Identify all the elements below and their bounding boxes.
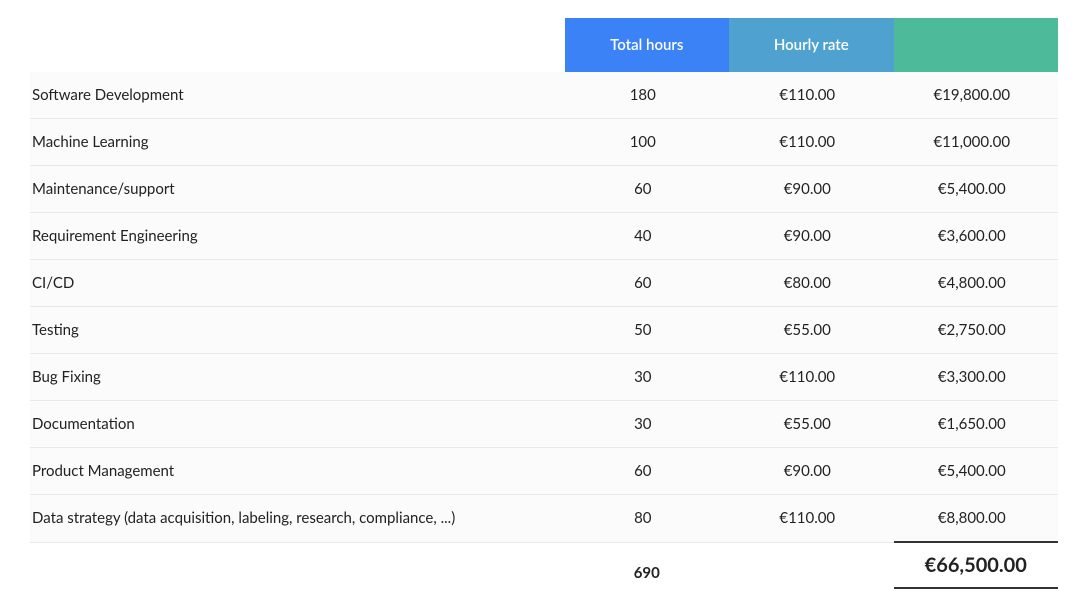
table-row: Documentation30€55.00€1,650.00 (30, 401, 1058, 448)
footer-hours-total: 690 (565, 542, 729, 588)
cell-hours: 60 (565, 260, 729, 307)
cell-rate: €110.00 (729, 354, 893, 401)
cell-hours: 40 (565, 213, 729, 260)
cell-total: €8,800.00 (894, 495, 1059, 543)
table-row: Software Development180€110.00€19,800.00 (30, 72, 1058, 119)
cell-hours: 60 (565, 448, 729, 495)
table-row: Requirement Engineering40€90.00€3,600.00 (30, 213, 1058, 260)
footer-grand-total: €66,500.00 (894, 542, 1059, 588)
cell-task: Product Management (30, 448, 565, 495)
cell-total: €4,800.00 (894, 260, 1059, 307)
header-task (30, 18, 565, 72)
cell-task: Documentation (30, 401, 565, 448)
table-row: Maintenance/support60€90.00€5,400.00 (30, 166, 1058, 213)
cell-task: Maintenance/support (30, 166, 565, 213)
cell-rate: €80.00 (729, 260, 893, 307)
cell-total: €3,300.00 (894, 354, 1059, 401)
cell-hours: 80 (565, 495, 729, 543)
cell-total: €5,400.00 (894, 166, 1059, 213)
table-row: Bug Fixing30€110.00€3,300.00 (30, 354, 1058, 401)
cell-rate: €110.00 (729, 72, 893, 119)
cell-total: €5,400.00 (894, 448, 1059, 495)
cell-total: €1,650.00 (894, 401, 1059, 448)
cell-hours: 50 (565, 307, 729, 354)
header-rate: Hourly rate (729, 18, 893, 72)
cell-total: €11,000.00 (894, 119, 1059, 166)
cell-rate: €90.00 (729, 448, 893, 495)
table-header-row: Total hours Hourly rate (30, 18, 1058, 72)
table-row: Testing50€55.00€2,750.00 (30, 307, 1058, 354)
table-row: Product Management60€90.00€5,400.00 (30, 448, 1058, 495)
cell-task: Data strategy (data acquisition, labelin… (30, 495, 565, 543)
cell-task: Testing (30, 307, 565, 354)
cell-hours: 30 (565, 354, 729, 401)
cell-hours: 100 (565, 119, 729, 166)
cell-hours: 60 (565, 166, 729, 213)
cell-hours: 30 (565, 401, 729, 448)
cell-task: Requirement Engineering (30, 213, 565, 260)
cell-rate: €110.00 (729, 495, 893, 543)
cell-rate: €90.00 (729, 166, 893, 213)
cell-task: Bug Fixing (30, 354, 565, 401)
cell-rate: €110.00 (729, 119, 893, 166)
cell-total: €19,800.00 (894, 72, 1059, 119)
cell-rate: €55.00 (729, 307, 893, 354)
header-hours: Total hours (565, 18, 729, 72)
cell-task: CI/CD (30, 260, 565, 307)
cost-estimate-table: Total hours Hourly rate Software Develop… (30, 18, 1058, 589)
table-row: Data strategy (data acquisition, labelin… (30, 495, 1058, 543)
cell-task: Machine Learning (30, 119, 565, 166)
cell-rate: €55.00 (729, 401, 893, 448)
table-row: CI/CD60€80.00€4,800.00 (30, 260, 1058, 307)
table-row: Machine Learning100€110.00€11,000.00 (30, 119, 1058, 166)
header-total (894, 18, 1059, 72)
cell-hours: 180 (565, 72, 729, 119)
table-footer-row: 690 €66,500.00 (30, 542, 1058, 588)
cell-rate: €90.00 (729, 213, 893, 260)
cell-total: €2,750.00 (894, 307, 1059, 354)
cell-total: €3,600.00 (894, 213, 1059, 260)
cell-task: Software Development (30, 72, 565, 119)
